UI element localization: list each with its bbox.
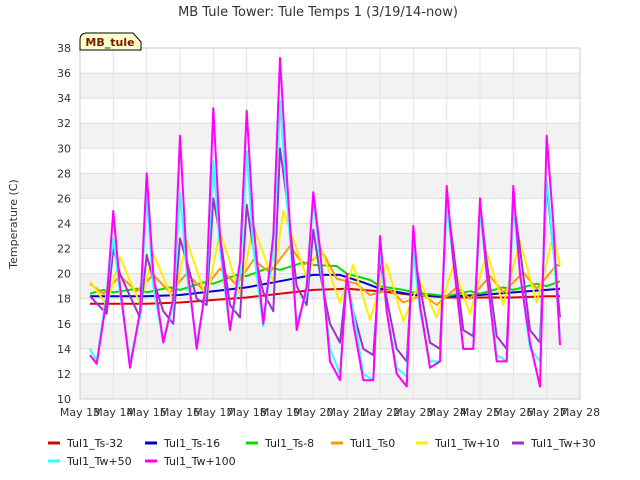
- legend: Tul1_Ts-32 Tul1_Ts-16 Tul1_Ts-8 Tul1_Ts0 Tul…: [48, 437, 596, 468]
- x-tick-label: May 20: [293, 406, 333, 419]
- x-tick-label: May 28: [560, 406, 600, 419]
- x-tick-label: May 18: [227, 406, 267, 419]
- y-tick-label: 12: [57, 368, 71, 381]
- y-tick-label: 36: [57, 67, 71, 80]
- x-tick-label: May 16: [160, 406, 200, 419]
- x-tick-label: May 24: [427, 406, 467, 419]
- y-tick-label: 10: [57, 393, 71, 406]
- background-band: [80, 223, 580, 249]
- background-band: [80, 123, 580, 149]
- legend-label: Tul1_Tw+10: [434, 437, 500, 450]
- background-band: [80, 73, 580, 99]
- y-tick-label: 32: [57, 117, 71, 130]
- series-line-tul1-tw-100: [89, 57, 561, 388]
- x-tick-label: May 25: [460, 406, 500, 419]
- legend-label: Tul1_Ts-32: [66, 437, 123, 450]
- station-tag-label: MB_tule: [85, 36, 134, 49]
- x-tick-label: May 21: [327, 406, 367, 419]
- y-tick-label: 30: [57, 142, 71, 155]
- plot-frame: [79, 47, 581, 400]
- station-tag: MB_tule: [79, 32, 142, 51]
- x-tick-label: May 26: [493, 406, 533, 419]
- y-tick-label: 16: [57, 318, 71, 331]
- background-band: [80, 173, 580, 199]
- x-tick-label: May 17: [193, 406, 233, 419]
- x-tick-label: May 13: [60, 406, 100, 419]
- x-tick-label: May 22: [360, 406, 400, 419]
- x-tick-label: May 27: [527, 406, 567, 419]
- legend-label: Tul1_Tw+100: [163, 455, 236, 468]
- y-tick-label: 18: [57, 293, 71, 306]
- series-line-tul1-tw-10: [89, 210, 561, 323]
- y-tick-label: 22: [57, 243, 71, 256]
- legend-label: Tul1_Tw+50: [66, 455, 132, 468]
- series-line-tul1-ts-32: [90, 287, 560, 305]
- y-tick-label: 38: [57, 42, 71, 55]
- plot-background-bands: [80, 73, 580, 399]
- y-tick-label: 14: [57, 343, 71, 356]
- y-tick-label: 28: [57, 167, 71, 180]
- y-tick-label: 34: [57, 92, 71, 105]
- x-tick-label: May 19: [260, 406, 300, 419]
- y-axis-label: Temperature (C): [7, 179, 20, 269]
- y-axis-ticks: 10 12 14 16 18 20 22 24 26 28 30 32 34 36 38: [57, 42, 71, 406]
- background-band: [80, 373, 580, 399]
- y-tick-label: 20: [57, 268, 71, 281]
- x-tick-label: May 15: [127, 406, 167, 419]
- legend-label: Tul1_Tw+30: [530, 437, 596, 450]
- legend-label: Tul1_Ts-16: [163, 437, 220, 450]
- series-lines: [89, 57, 561, 388]
- series-line-tul1-ts0: [89, 245, 561, 306]
- x-tick-label: May 23: [393, 406, 433, 419]
- chart-title: MB Tule Tower: Tule Temps 1 (3/19/14-now…: [178, 5, 458, 20]
- y-tick-label: 26: [57, 192, 71, 205]
- y-tick-label: 24: [57, 218, 71, 231]
- legend-label: Tul1_Ts-8: [264, 437, 314, 450]
- x-tick-label: May 14: [93, 406, 133, 419]
- station-tag-box: [79, 32, 142, 51]
- legend-label: Tul1_Ts0: [349, 437, 395, 450]
